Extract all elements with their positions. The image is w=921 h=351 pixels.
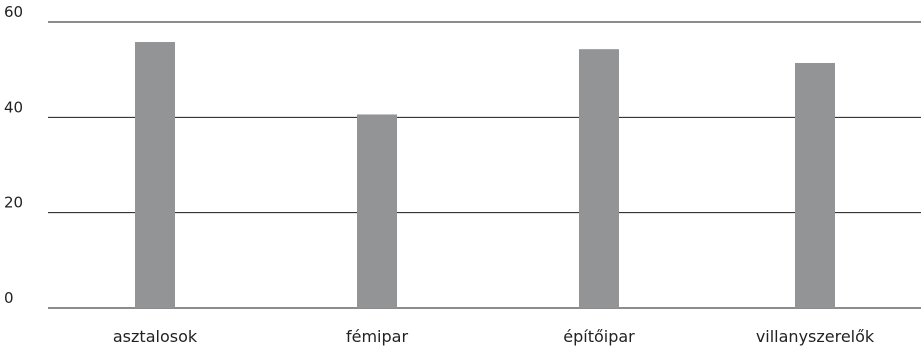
x-category-label: építőipar: [563, 327, 635, 346]
x-axis-category-labels: asztalosok fémipar építőipar villanyszerelő…: [113, 327, 875, 346]
bars: [135, 42, 835, 309]
y-tick-label: 20: [4, 194, 23, 212]
bar-2: [579, 49, 619, 309]
y-tick-label: 60: [4, 3, 23, 21]
x-category-label: asztalosok: [113, 327, 198, 346]
x-category-label: fémipar: [346, 327, 408, 346]
x-category-label: villanyszerelők: [756, 327, 875, 346]
y-tick-label: 40: [4, 98, 23, 116]
y-axis-tick-labels: 0 20 40 60: [4, 3, 23, 307]
y-tick-label: 0: [4, 289, 14, 307]
bar-3: [795, 62, 835, 308]
gridlines: [48, 21, 921, 309]
bar-1: [357, 114, 397, 309]
bar-0: [135, 42, 175, 309]
